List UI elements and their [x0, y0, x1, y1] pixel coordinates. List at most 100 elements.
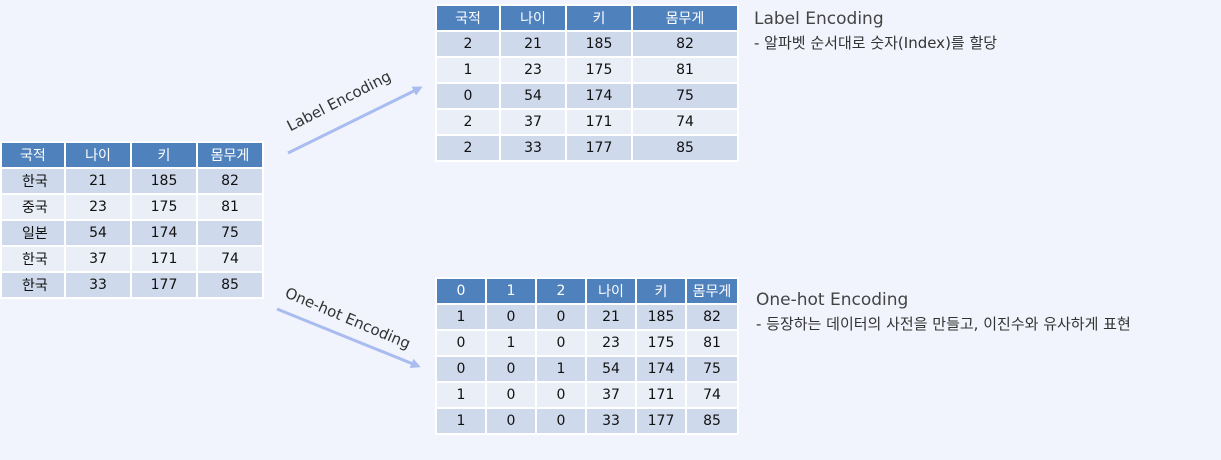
- table-cell: 174: [130, 219, 198, 247]
- table-cell: 171: [565, 108, 633, 136]
- table-cell: 0: [485, 407, 537, 435]
- table-cell: 한국: [0, 245, 66, 273]
- table-cell: 75: [631, 82, 739, 110]
- column-header: 나이: [64, 141, 132, 169]
- table-cell: 174: [565, 82, 633, 110]
- onehot-encoding-title: One-hot Encoding: [756, 290, 909, 310]
- table-cell: 81: [631, 56, 739, 84]
- table-cell: 81: [685, 329, 739, 357]
- table-cell: 1: [435, 303, 487, 331]
- table-cell: 54: [64, 219, 132, 247]
- table-cell: 일본: [0, 219, 66, 247]
- label-encoding-arrow: [287, 86, 423, 155]
- table-row: 0 54 174 75: [435, 82, 739, 110]
- table-cell: 2: [435, 134, 501, 162]
- column-header: 나이: [585, 277, 637, 305]
- table-cell: 74: [196, 245, 264, 273]
- table-cell: 33: [64, 271, 132, 299]
- table-cell: 2: [435, 108, 501, 136]
- table-cell: 175: [130, 193, 198, 221]
- column-header: 몸무게: [685, 277, 739, 305]
- table-cell: 74: [631, 108, 739, 136]
- table-row: 2 37 171 74: [435, 108, 739, 136]
- table-cell: 82: [685, 303, 739, 331]
- label-encoded-table: 국적 나이 키 몸무게 2 21 185 82 1 23 175 81 0 54 174 75 2 37 171 7…: [435, 4, 739, 162]
- table-cell: 37: [585, 381, 637, 409]
- onehot-encoded-table: 0 1 2 나이 키 몸무게 1 0 0 21 185 82 0 1 0 23 175 81 0 0 1 54 174 75…: [435, 277, 739, 435]
- table-cell: 0: [435, 355, 487, 383]
- table-cell: 1: [435, 381, 487, 409]
- table-cell: 85: [631, 134, 739, 162]
- column-header: 키: [565, 4, 633, 32]
- table-row: 2 33 177 85: [435, 134, 739, 162]
- table-row: 중국 23 175 81: [0, 193, 264, 221]
- table-header-row: 0 1 2 나이 키 몸무게: [435, 277, 739, 305]
- table-cell: 37: [499, 108, 567, 136]
- label-encoding-title: Label Encoding: [754, 9, 884, 29]
- table-cell: 82: [631, 30, 739, 58]
- table-cell: 75: [196, 219, 264, 247]
- table-cell: 177: [130, 271, 198, 299]
- table-cell: 85: [685, 407, 739, 435]
- table-row: 일본 54 174 75: [0, 219, 264, 247]
- table-cell: 185: [565, 30, 633, 58]
- table-cell: 2: [435, 30, 501, 58]
- column-header: 2: [535, 277, 587, 305]
- table-cell: 0: [535, 303, 587, 331]
- table-cell: 21: [64, 167, 132, 195]
- table-cell: 21: [585, 303, 637, 331]
- table-header-row: 국적 나이 키 몸무게: [435, 4, 739, 32]
- table-cell: 54: [499, 82, 567, 110]
- table-cell: 175: [565, 56, 633, 84]
- table-row: 1 0 0 33 177 85: [435, 407, 739, 435]
- table-cell: 21: [499, 30, 567, 58]
- table-cell: 1: [435, 407, 487, 435]
- table-cell: 174: [635, 355, 687, 383]
- table-cell: 한국: [0, 271, 66, 299]
- table-row: 0 0 1 54 174 75: [435, 355, 739, 383]
- table-cell: 한국: [0, 167, 66, 195]
- table-row: 한국 21 185 82: [0, 167, 264, 195]
- table-row: 1 0 0 21 185 82: [435, 303, 739, 331]
- source-data-table: 국적 나이 키 몸무게 한국 21 185 82 중국 23 175 81 일본 54 174 75 한국 37…: [0, 141, 264, 299]
- table-cell: 0: [535, 329, 587, 357]
- column-header: 국적: [0, 141, 66, 169]
- table-row: 1 0 0 37 171 74: [435, 381, 739, 409]
- table-cell: 1: [535, 355, 587, 383]
- table-cell: 33: [585, 407, 637, 435]
- table-cell: 0: [485, 303, 537, 331]
- table-row: 0 1 0 23 175 81: [435, 329, 739, 357]
- table-cell: 185: [130, 167, 198, 195]
- table-cell: 177: [635, 407, 687, 435]
- table-cell: 85: [196, 271, 264, 299]
- column-header: 0: [435, 277, 487, 305]
- table-cell: 171: [130, 245, 198, 273]
- column-header: 국적: [435, 4, 501, 32]
- table-cell: 185: [635, 303, 687, 331]
- label-encoding-description: - 알파벳 순서대로 숫자(Index)를 할당: [754, 34, 998, 52]
- table-cell: 0: [485, 355, 537, 383]
- table-cell: 177: [565, 134, 633, 162]
- column-header: 몸무게: [631, 4, 739, 32]
- onehot-encoding-description: - 등장하는 데이터의 사전을 만들고, 이진수와 유사하게 표현: [756, 315, 1131, 333]
- table-cell: 81: [196, 193, 264, 221]
- column-header: 몸무게: [196, 141, 264, 169]
- table-row: 2 21 185 82: [435, 30, 739, 58]
- table-cell: 23: [64, 193, 132, 221]
- onehot-encoding-caption: One-hot Encoding - 등장하는 데이터의 사전을 만들고, 이진…: [756, 288, 1131, 336]
- table-row: 한국 37 171 74: [0, 245, 264, 273]
- table-header-row: 국적 나이 키 몸무게: [0, 141, 264, 169]
- label-encoding-caption: Label Encoding - 알파벳 순서대로 숫자(Index)를 할당: [754, 7, 997, 55]
- table-cell: 23: [585, 329, 637, 357]
- table-cell: 171: [635, 381, 687, 409]
- table-cell: 82: [196, 167, 264, 195]
- column-header: 키: [635, 277, 687, 305]
- table-cell: 1: [435, 56, 501, 84]
- table-cell: 0: [435, 329, 487, 357]
- column-header: 1: [485, 277, 537, 305]
- table-cell: 33: [499, 134, 567, 162]
- column-header: 나이: [499, 4, 567, 32]
- table-cell: 54: [585, 355, 637, 383]
- table-cell: 75: [685, 355, 739, 383]
